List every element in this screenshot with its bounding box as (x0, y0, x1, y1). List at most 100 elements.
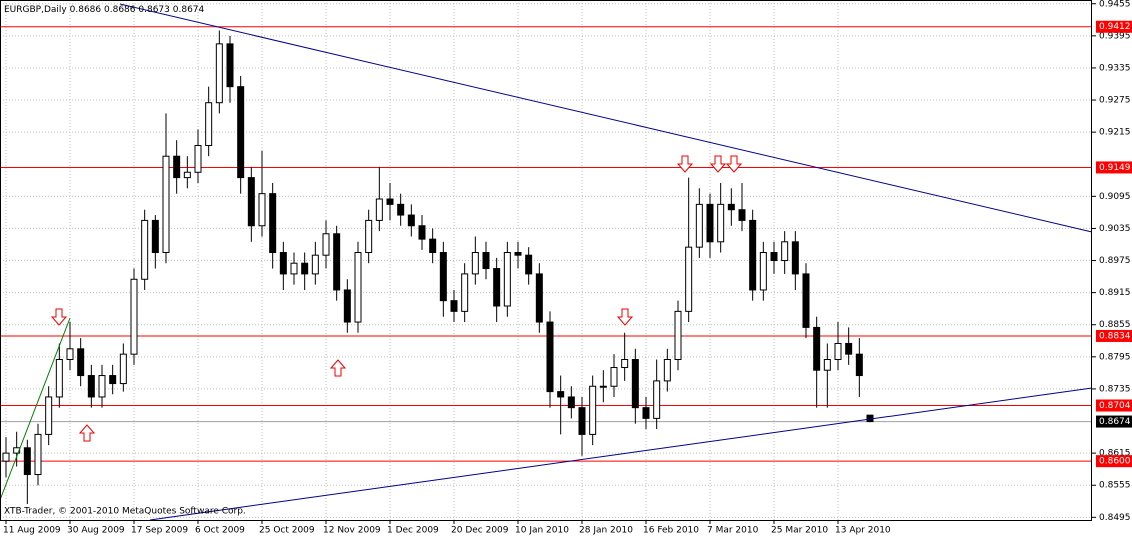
low: 0.8673 (138, 5, 170, 15)
candle-body (621, 359, 629, 369)
candle-body (375, 198, 383, 221)
close: 0.8674 (173, 5, 205, 15)
candle-body (354, 252, 362, 323)
arrows (50, 155, 743, 442)
candle-body (301, 262, 309, 275)
x-tick-label: 25 Mar 2010 (771, 526, 828, 536)
candle-body (855, 353, 863, 377)
candle-body (194, 145, 202, 173)
up-arrow (78, 424, 96, 442)
candle-body (215, 43, 223, 104)
candle-body (290, 262, 298, 275)
y-tick-label: 0.9335 (1099, 63, 1131, 73)
y-tick-label: 0.8975 (1099, 256, 1131, 266)
candle-body (279, 252, 287, 275)
y-tick-label: 0.8615 (1099, 449, 1131, 459)
candle-body (87, 375, 95, 398)
down-arrow (709, 155, 727, 173)
price-label-box (1096, 415, 1132, 428)
level-label-box (1096, 20, 1132, 33)
x-tick-label: 12 Nov 2009 (323, 526, 381, 536)
levels (0, 26, 1092, 462)
candle-body (247, 177, 255, 227)
y-tick-label: 0.8855 (1099, 320, 1131, 330)
candle-body (823, 359, 831, 371)
candle-body (418, 225, 426, 240)
level-label: 0.9149 (1099, 163, 1131, 173)
candles (2, 30, 874, 504)
candle-body (13, 447, 21, 454)
candle-body (237, 86, 245, 179)
candle-body (589, 385, 597, 435)
candle-body (226, 43, 234, 88)
candle-body (642, 407, 650, 419)
grid (0, 0, 1092, 520)
candle-body (98, 375, 106, 398)
x-tick-label: 7 Mar 2010 (707, 526, 759, 536)
candle-body (514, 252, 522, 256)
candle-body (674, 310, 682, 361)
down-arrow (676, 155, 694, 173)
header: EURGBP,Daily 0.8686 0.8686 0.8673 0.8674 (4, 5, 205, 15)
candle-body (663, 359, 671, 382)
candle-body (34, 433, 42, 476)
candle-body (482, 252, 490, 270)
down-arrow (725, 155, 743, 173)
candle-body (258, 193, 266, 227)
x-tick-label: 20 Dec 2009 (451, 526, 509, 536)
candle-body (535, 273, 543, 323)
candle-body (685, 246, 693, 312)
y-tick-label: 0.9275 (1099, 96, 1131, 106)
trend-line (119, 3, 1093, 233)
candle-body (162, 155, 170, 254)
trend-line (149, 387, 1093, 521)
candle-body (471, 252, 479, 275)
candle-body (567, 396, 575, 409)
y-tick-label: 0.8555 (1099, 481, 1131, 491)
level-label-box (1096, 399, 1132, 412)
candle-body (578, 407, 586, 435)
down-arrow (616, 308, 634, 326)
candle-body (322, 233, 330, 256)
candle-body (343, 289, 351, 323)
candle-body (791, 241, 799, 275)
candle-body (333, 233, 341, 291)
high: 0.8686 (104, 5, 136, 15)
level-label: 0.9412 (1099, 22, 1131, 32)
y-tick-label: 0.8495 (1099, 513, 1131, 523)
y-tick-label: 0.8795 (1099, 352, 1131, 362)
x-tick-label: 28 Jan 2010 (579, 526, 633, 536)
candle-body (759, 252, 767, 291)
candle-body (525, 254, 533, 275)
candle-body (845, 342, 853, 355)
trend-line (0, 317, 71, 501)
candle-body (109, 375, 117, 385)
candle-body (311, 254, 319, 275)
copyright: XTB-Trader, © 2001-2010 MetaQuotes Softw… (4, 507, 246, 517)
down-arrow (50, 308, 68, 326)
candle-body (738, 209, 746, 221)
candle-body (461, 273, 469, 312)
y-tick-label: 0.9035 (1099, 224, 1131, 234)
candle-body (503, 252, 511, 307)
candle-body (599, 385, 607, 388)
y-tick-label: 0.9095 (1099, 192, 1131, 202)
x-tick-label: 13 Apr 2010 (835, 526, 891, 536)
candle-body (429, 238, 437, 254)
candle-body (695, 203, 703, 248)
candle-body (407, 214, 415, 227)
x-tick-label: 16 Feb 2010 (643, 526, 699, 536)
candle-body (141, 219, 149, 280)
candle-body (130, 278, 138, 355)
candle-body (653, 380, 661, 419)
symbol: EURGBP,Daily (4, 5, 67, 15)
x-tick-label: 11 Aug 2009 (3, 526, 61, 536)
x-tick-label: 1 Dec 2009 (387, 526, 439, 536)
candle-body (546, 321, 554, 393)
candle-body (119, 353, 127, 385)
candle-body (706, 203, 714, 243)
candle-body (610, 367, 618, 387)
level-label-box (1096, 329, 1132, 342)
level-label: 0.8704 (1099, 401, 1131, 411)
